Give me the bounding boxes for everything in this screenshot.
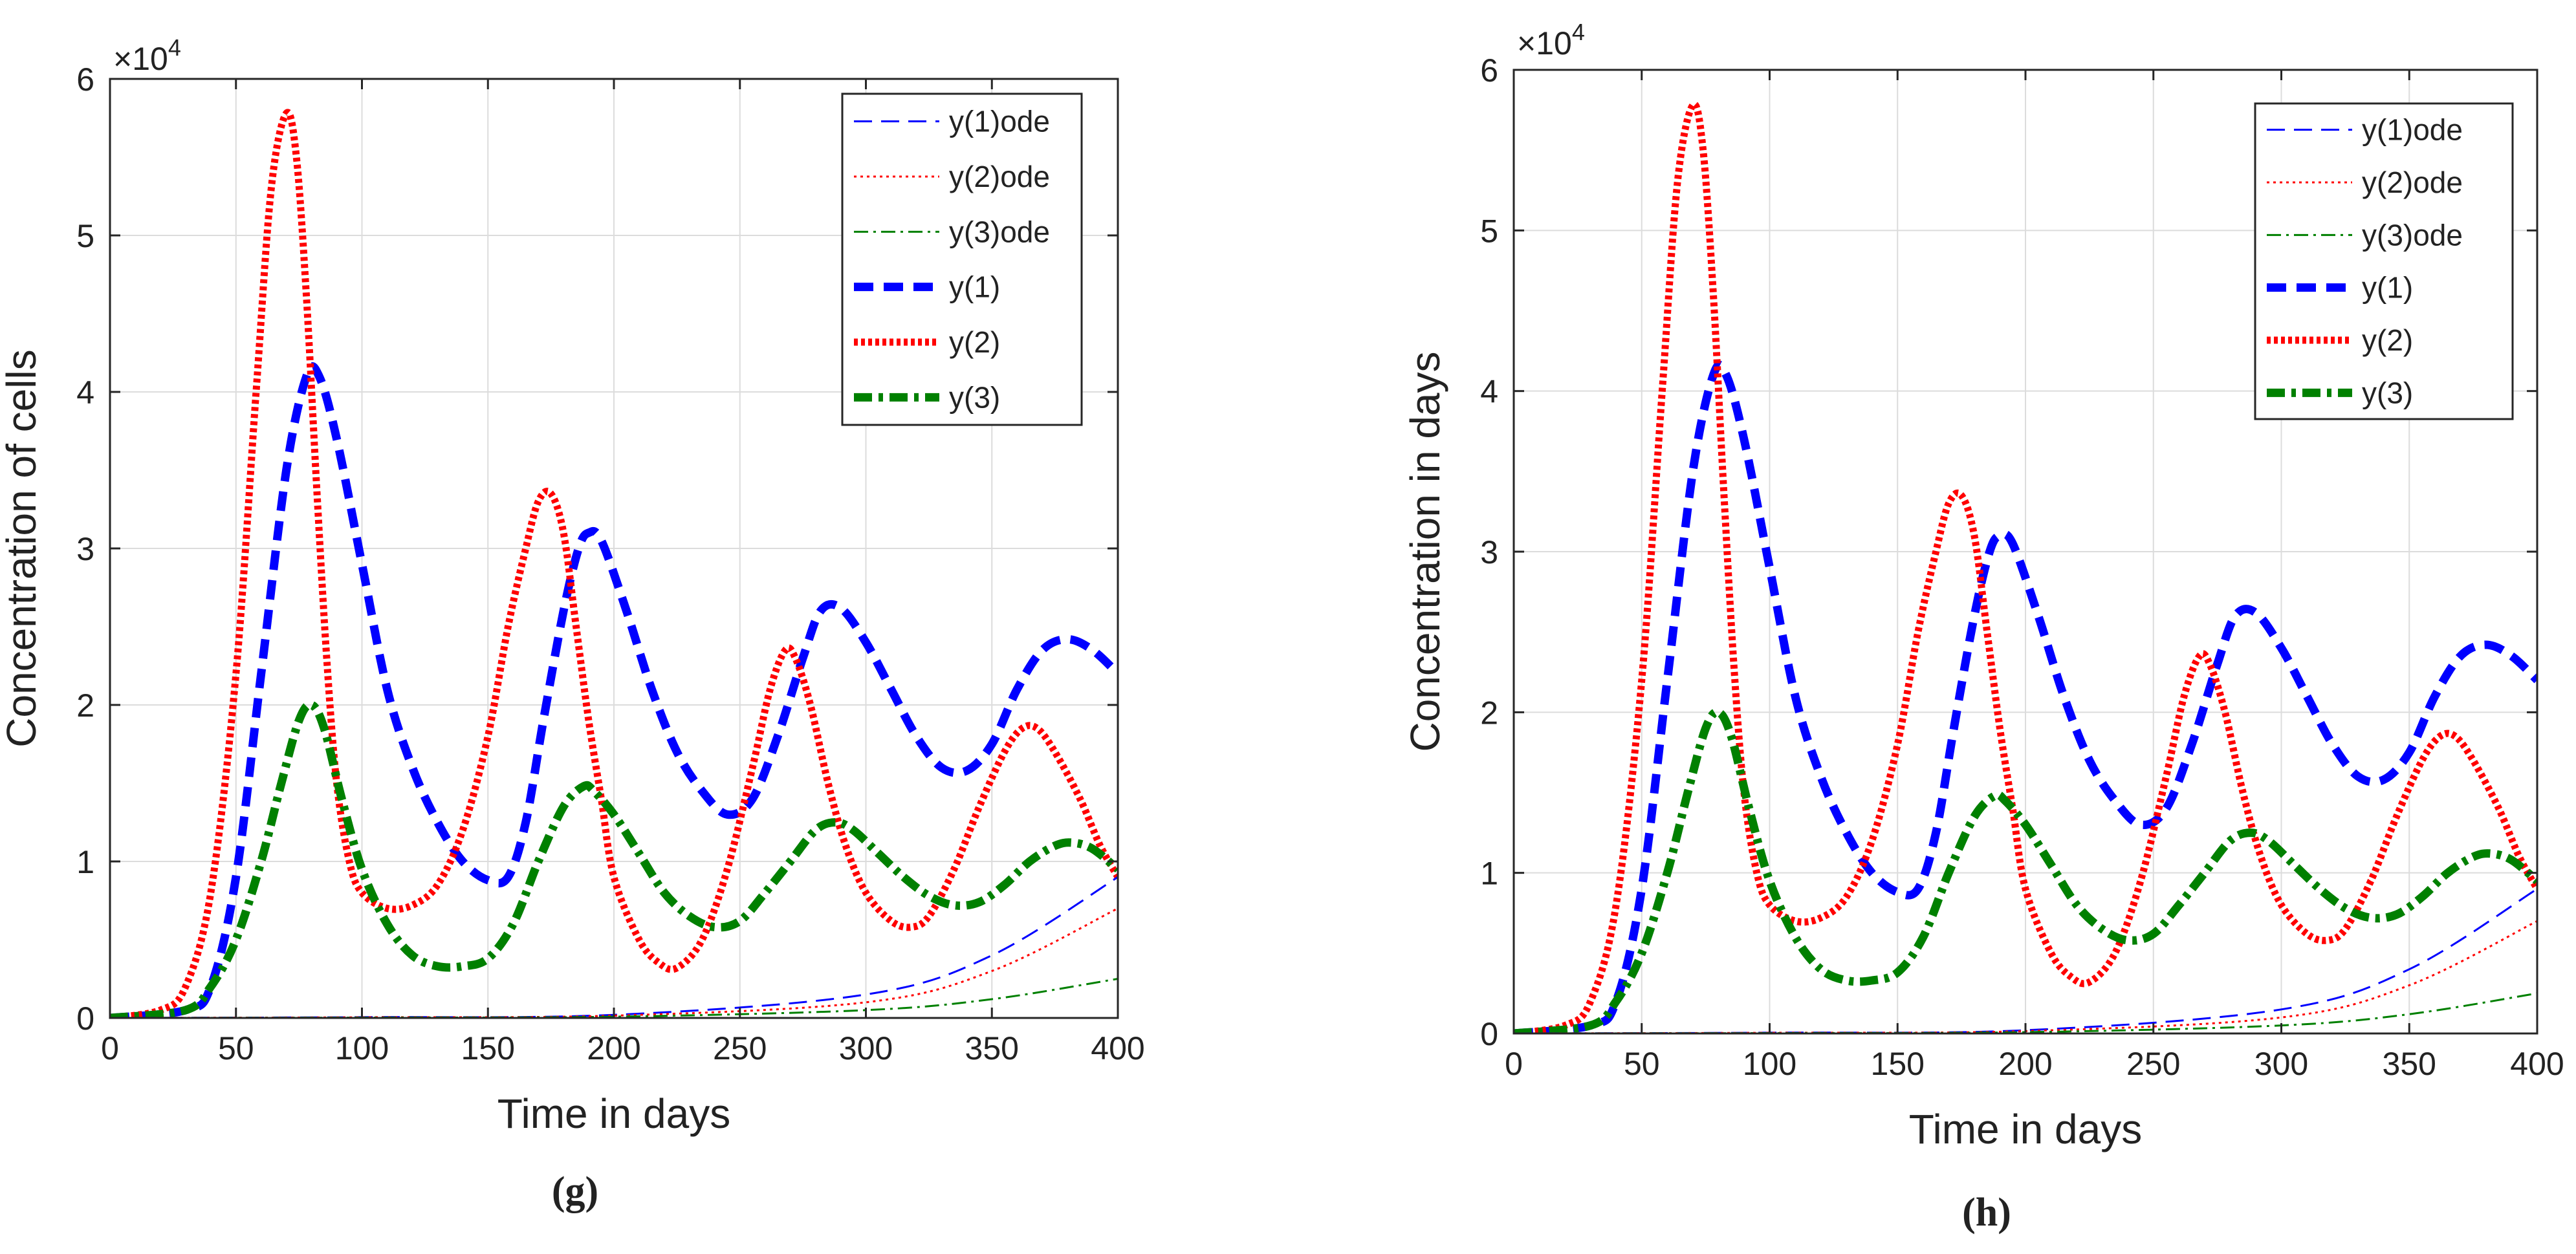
series-line-y2 — [1514, 100, 2537, 1033]
x-tick-label: 200 — [1998, 1046, 2052, 1082]
panel-label: (g) — [552, 1169, 598, 1213]
y-tick-label: 3 — [76, 531, 94, 567]
legend-label-y1ode: y(1)ode — [949, 105, 1050, 138]
series-line-y3 — [1514, 708, 2537, 1033]
x-axis-label: Time in days — [497, 1090, 730, 1137]
legend-label-y2ode: y(2)ode — [2362, 166, 2463, 199]
y-tick-label: 2 — [1480, 695, 1498, 731]
chart-panel-h: 0 50 100 150 200 250 300 350 4000123456×104Time … — [1402, 19, 2564, 1235]
y-tick-label: 5 — [76, 218, 94, 254]
y-tick-label: 4 — [1480, 374, 1498, 410]
y-tick-label: 6 — [1480, 52, 1498, 89]
x-tick-label: 300 — [839, 1030, 893, 1066]
y-scale-factor: ×104 — [113, 34, 181, 77]
x-tick-label: 100 — [335, 1030, 389, 1066]
series-line-y3 — [110, 700, 1118, 1018]
legend-label-y3: y(3) — [949, 380, 1000, 414]
x-tick-label: 200 — [587, 1030, 640, 1066]
y-tick-label: 6 — [76, 61, 94, 98]
y-tick-label: 2 — [76, 687, 94, 724]
x-tick-label: 300 — [2254, 1046, 2308, 1082]
legend-label-y3: y(3) — [2362, 376, 2413, 409]
legend-label-y2: y(2) — [2362, 323, 2413, 357]
x-tick-label: 350 — [2383, 1046, 2436, 1082]
y-tick-label: 1 — [76, 844, 94, 880]
y-axis-label: Concentration of cells — [0, 349, 45, 747]
y-scale-factor: ×104 — [1517, 19, 1585, 61]
x-tick-label: 50 — [218, 1030, 254, 1066]
x-tick-label: 0 — [1505, 1046, 1523, 1082]
x-tick-label: 0 — [101, 1030, 119, 1066]
x-tick-label: 150 — [1871, 1046, 1925, 1082]
legend-label-y3ode: y(3)ode — [949, 215, 1050, 248]
legend-label-y1ode: y(1)ode — [2362, 113, 2463, 147]
panel-label: (h) — [1962, 1191, 2011, 1235]
y-tick-label: 0 — [1480, 1016, 1498, 1052]
y-scale-base: ×10 — [113, 41, 168, 77]
y-scale-base: ×10 — [1517, 25, 1572, 61]
x-tick-label: 150 — [461, 1030, 515, 1066]
legend-box — [841, 92, 1083, 426]
y-tick-label: 5 — [1480, 213, 1498, 249]
chart-panel-g: 0 50 100 150 200 250 300 350 4000123456×104Time … — [0, 34, 1145, 1213]
legend-label-y3ode: y(3)ode — [2362, 218, 2463, 252]
legend-label-y2ode: y(2)ode — [949, 160, 1050, 193]
x-tick-label: 250 — [713, 1030, 767, 1066]
series-line-y1 — [1514, 360, 2537, 1033]
y-axis-label: Concentration in days — [1402, 351, 1448, 751]
x-tick-label: 250 — [2126, 1046, 2180, 1082]
series-line-y2ode — [110, 907, 1118, 1018]
y-tick-label: 3 — [1480, 534, 1498, 570]
x-tick-label: 100 — [1743, 1046, 1796, 1082]
y-scale-exponent: 4 — [168, 34, 181, 61]
series-line-y2 — [110, 109, 1118, 1018]
x-tick-label: 350 — [965, 1030, 1019, 1066]
x-tick-label: 400 — [1091, 1030, 1144, 1066]
x-axis-label: Time in days — [1909, 1106, 2142, 1152]
legend-box — [2254, 102, 2514, 420]
y-scale-exponent: 4 — [1572, 19, 1585, 45]
x-tick-label: 400 — [2510, 1046, 2564, 1082]
x-tick-label: 50 — [1624, 1046, 1660, 1082]
y-tick-label: 4 — [76, 374, 94, 411]
legend-label-y1: y(1) — [949, 270, 1000, 304]
legend-label-y2: y(2) — [949, 325, 1000, 359]
series-line-y1 — [110, 362, 1118, 1018]
legend-label-y1: y(1) — [2362, 271, 2413, 305]
y-tick-label: 0 — [76, 1000, 94, 1037]
y-tick-label: 1 — [1480, 856, 1498, 892]
